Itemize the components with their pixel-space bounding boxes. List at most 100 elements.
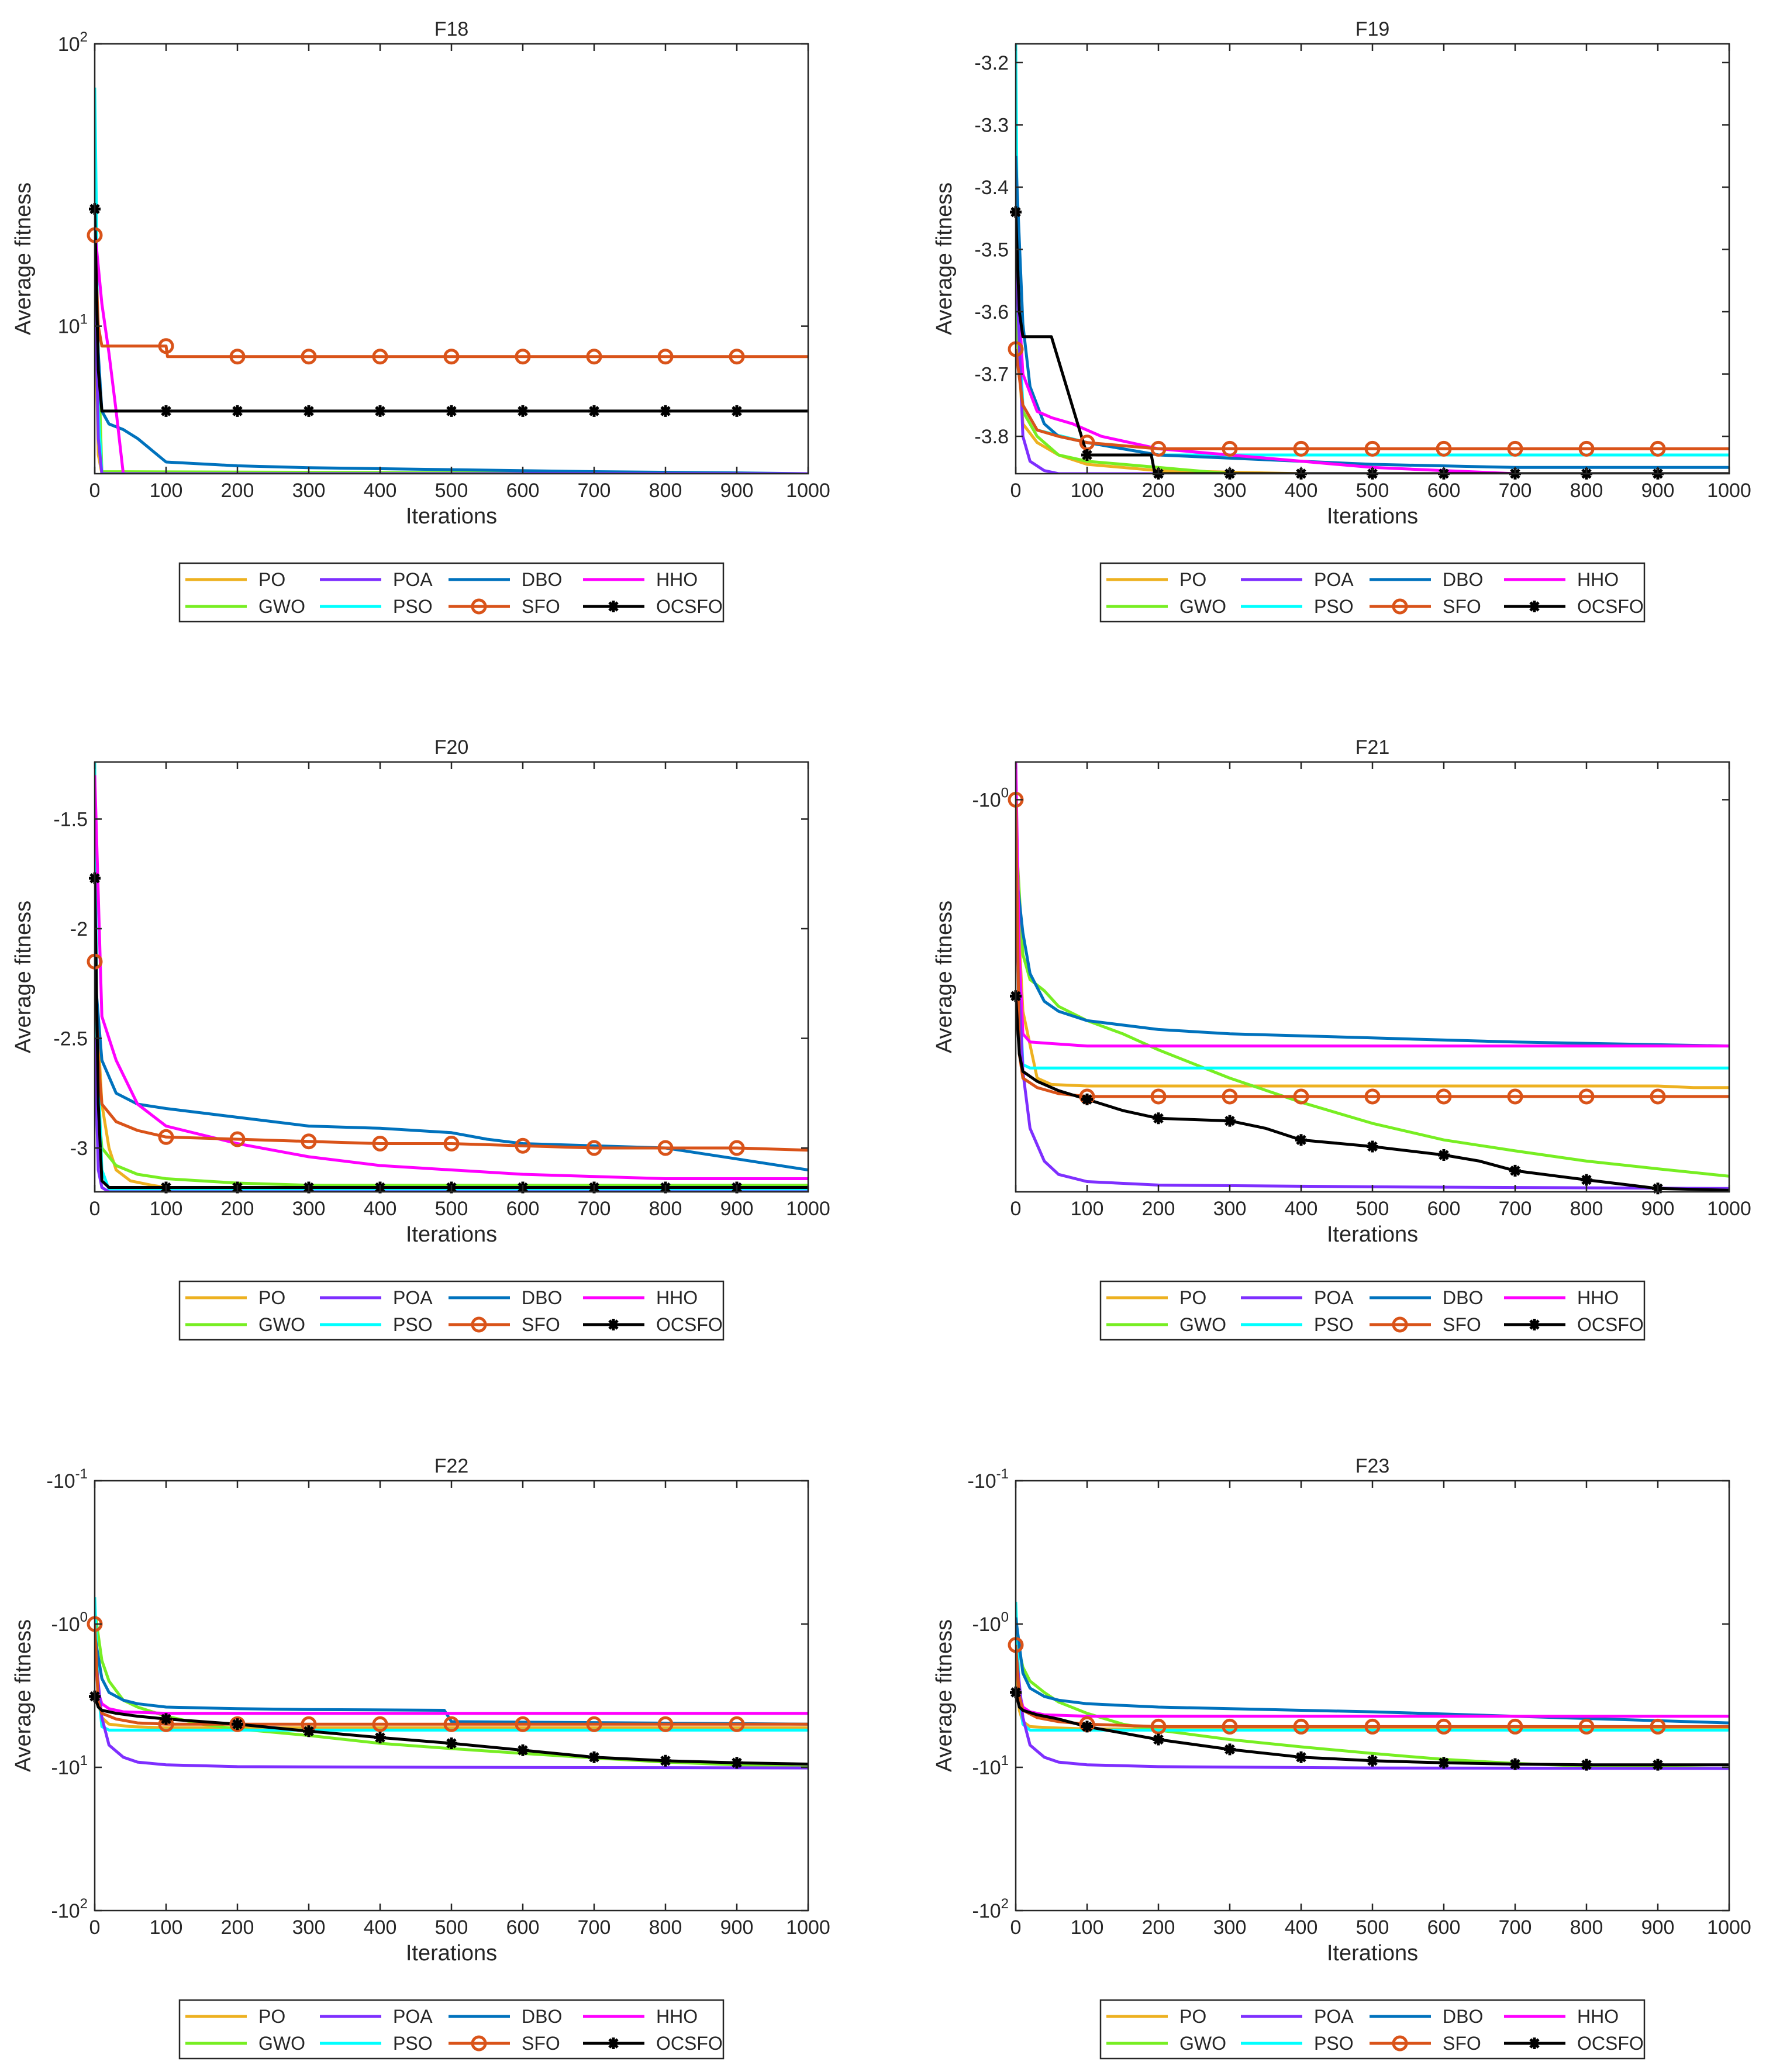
x-tick-label: 200: [221, 1916, 254, 1939]
marker-ocsfo: [1081, 1721, 1093, 1733]
legend-label: HHO: [656, 2006, 698, 2027]
legend-item-sfo: SFO: [1370, 596, 1481, 617]
legend-item-hho: HHO: [1504, 2006, 1619, 2027]
legend-label: PO: [258, 569, 285, 590]
marker-sfo: [657, 349, 674, 365]
series-line-sfo: [95, 961, 808, 1152]
y-tick-label: -3.2: [974, 52, 1009, 74]
marker-ocsfo: [160, 405, 172, 417]
legend-item-poa: POA: [1241, 1287, 1354, 1308]
legend-item-pso: PSO: [320, 596, 433, 617]
chart-title: F21: [1355, 736, 1390, 759]
legend-label: GWO: [258, 2033, 305, 2054]
x-tick-label: 200: [1142, 480, 1175, 502]
marker-sfo: [1150, 440, 1167, 457]
legend: PO POA DBO HHO GWO PSO SFO OCSFO: [1099, 1999, 1646, 2060]
marker-ocsfo: [517, 405, 529, 417]
legend-item-poa: POA: [1241, 2006, 1354, 2027]
legend-box: [178, 1999, 725, 2060]
x-tick-label: 100: [150, 480, 183, 502]
legend-item-ocsfo: OCSFO: [583, 2033, 723, 2054]
legend-marker: [1392, 1316, 1408, 1333]
marker-sfo: [1364, 1718, 1381, 1735]
y-tick-label: -10-1: [968, 1466, 1009, 1492]
y-tick-label: -1.5: [53, 809, 88, 831]
marker-sfo: [586, 1140, 602, 1156]
legend-label: OCSFO: [1577, 2033, 1644, 2054]
legend-item-pso: PSO: [320, 2033, 433, 2054]
y-tick-label: -101: [51, 1753, 88, 1779]
marker-sfo: [1364, 440, 1381, 457]
x-tick-label: 500: [1356, 480, 1389, 502]
legend-item-gwo: GWO: [185, 596, 305, 617]
legend-marker: [471, 598, 487, 615]
y-axis-label: Average fitness: [932, 901, 957, 1053]
legend-marker: [1392, 2035, 1408, 2052]
legend-label: SFO: [1443, 2033, 1481, 2054]
legend-item-po: PO: [185, 2006, 285, 2027]
marker-sfo: [729, 1140, 745, 1156]
legend: PO POA DBO HHO GWO PSO SFO OCSFO: [1099, 1280, 1646, 1341]
series-line-gwo: [95, 1060, 808, 1187]
chart-f22: F22 0 100 200 300 400 500 600 700 800 900 1000 Itera…: [11, 1455, 830, 2060]
marker-sfo: [515, 1716, 531, 1732]
legend-label: SFO: [522, 596, 560, 617]
x-tick-label: 0: [89, 1916, 101, 1939]
y-axis-label: Average fitness: [932, 1619, 957, 1772]
legend-box: [1099, 562, 1646, 623]
x-axis-label: Iterations: [406, 1941, 497, 1966]
marker-sfo: [586, 349, 602, 365]
marker-sfo: [1650, 1088, 1666, 1105]
marker-sfo: [229, 1716, 246, 1732]
legend-item-po: PO: [185, 1287, 285, 1308]
chart-title: F20: [434, 736, 469, 759]
legend-item-pso: PSO: [1241, 2033, 1354, 2054]
y-axis-label: Average fitness: [11, 1619, 36, 1772]
chart-title: F18: [434, 18, 469, 40]
x-tick-label: 900: [1641, 480, 1675, 502]
legend-label: POA: [393, 2006, 433, 2027]
x-tick-label: 600: [1427, 480, 1461, 502]
x-tick-label: 400: [364, 480, 397, 502]
marker-ocsfo: [1367, 1754, 1378, 1767]
x-axis-label: Iterations: [406, 1222, 497, 1247]
legend-item-dbo: DBO: [1370, 1287, 1483, 1308]
marker-ocsfo: [232, 1718, 243, 1730]
marker-ocsfo: [1153, 1112, 1164, 1125]
y-tick-label: -102: [972, 1896, 1009, 1922]
legend-label: HHO: [656, 1287, 698, 1308]
marker-sfo: [515, 349, 531, 365]
marker-ocsfo: [446, 405, 457, 417]
x-tick-label: 100: [1071, 1916, 1104, 1939]
legend-label: HHO: [1577, 1287, 1619, 1308]
legend-item-hho: HHO: [583, 1287, 698, 1308]
x-tick-label: 900: [1641, 1198, 1675, 1220]
x-tick-label: 1000: [786, 1916, 830, 1939]
legend-label: DBO: [1443, 569, 1483, 590]
legend-label: OCSFO: [656, 2033, 723, 2054]
x-tick-label: 300: [292, 1198, 326, 1220]
legend-item-gwo: GWO: [185, 1314, 305, 1335]
x-tick-label: 300: [292, 480, 326, 502]
series-line-ocsfo: [95, 878, 808, 1189]
marker-ocsfo: [588, 1751, 600, 1763]
marker-sfo: [1578, 1718, 1595, 1735]
legend-item-hho: HHO: [583, 569, 698, 590]
marker-sfo: [586, 1716, 602, 1732]
legend-label: PSO: [1314, 2033, 1354, 2054]
marker-ocsfo: [160, 1713, 172, 1725]
legend-marker: [471, 2035, 487, 2052]
marker-sfo: [1222, 440, 1238, 457]
marker-sfo: [1293, 1088, 1309, 1105]
y-tick-label: -101: [972, 1753, 1009, 1779]
y-tick-label: -100: [972, 1609, 1009, 1636]
series-line-hho: [95, 775, 808, 1180]
y-tick-label: 102: [58, 29, 88, 56]
marker-sfo: [1222, 1718, 1238, 1735]
legend-item-gwo: GWO: [1106, 1314, 1226, 1335]
legend-label: HHO: [656, 569, 698, 590]
marker-sfo: [657, 1716, 674, 1732]
legend-label: POA: [1314, 1287, 1354, 1308]
legend-item-sfo: SFO: [449, 1314, 560, 1335]
plot-area: [95, 44, 808, 474]
